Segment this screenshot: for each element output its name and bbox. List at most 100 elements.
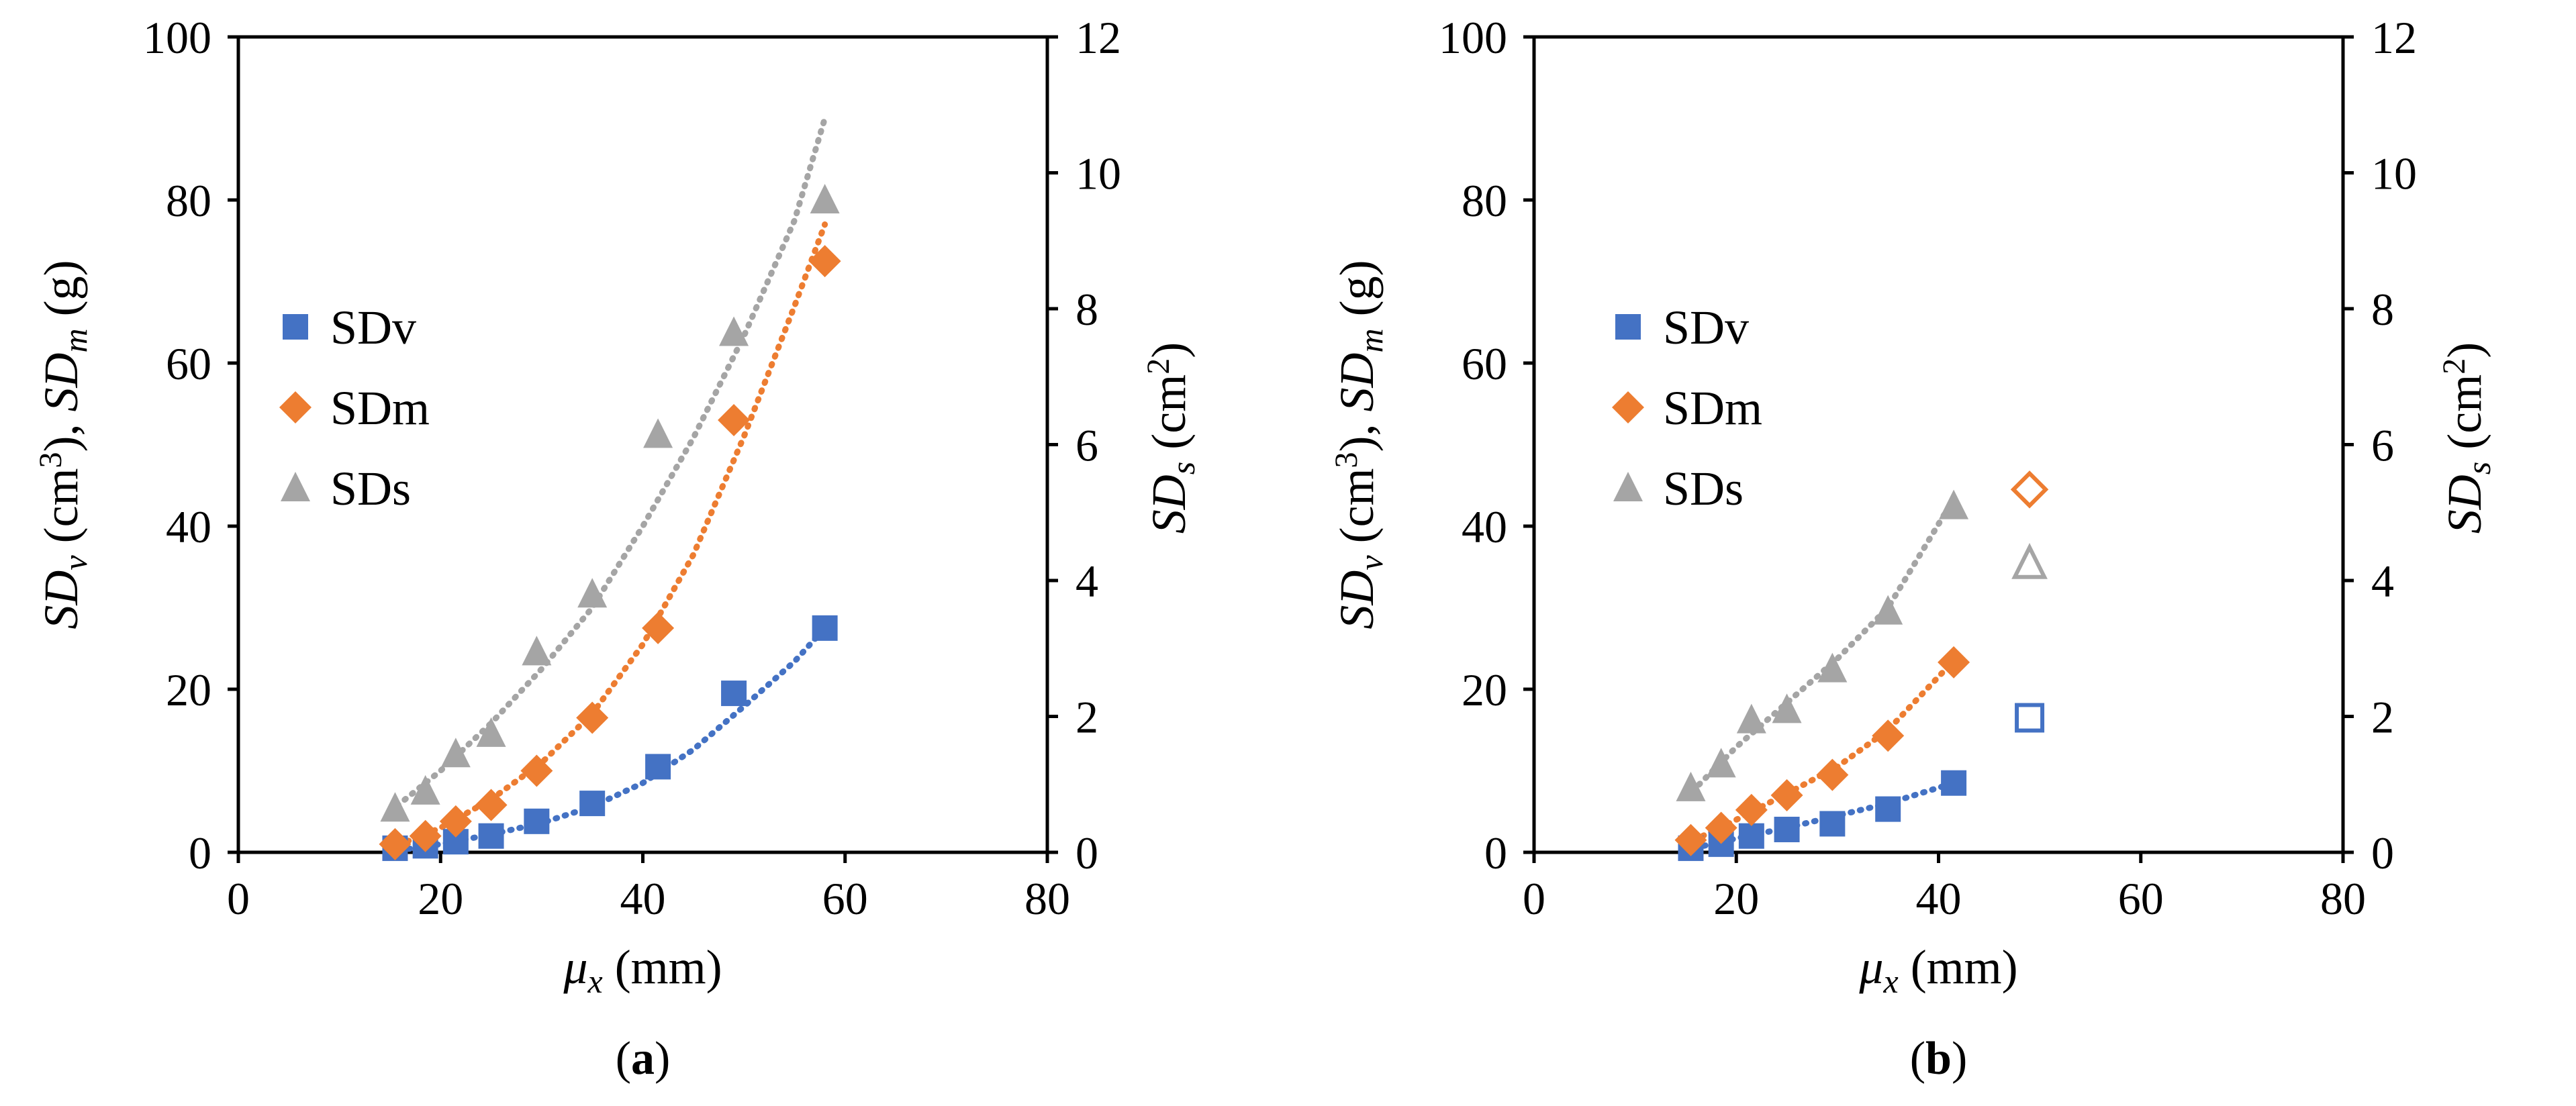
y-right-tick-label: 12 [2371,12,2417,63]
point-sdm [1872,719,1905,752]
point-sdv [1941,770,1967,796]
legend-marker-sdv [283,314,308,340]
x-tick-label: 60 [822,873,868,924]
y-right-tick-label: 10 [2371,148,2417,199]
y-right-tick-label: 6 [1076,420,1098,471]
y-left-axis-label: SDv (cm3), SDm (g) [33,260,94,629]
x-tick-label: 0 [227,873,250,924]
trendline-sds [387,115,828,815]
y-right-axis-label: SDs (cm2) [1141,342,1202,534]
point-sds [643,418,673,448]
point-sds [810,184,840,213]
x-axis-label: μx (mm) [563,940,722,1000]
point-sds [410,774,440,805]
x-tick-label: 20 [1713,873,1759,924]
y-left-tick-label: 0 [1484,827,1507,878]
point-sds [440,738,471,768]
trendline-sdm [387,221,828,852]
x-tick-label: 60 [2118,873,2164,924]
point-sds [1706,748,1736,778]
legend-marker-sdm [1612,391,1644,423]
legend-label-sdv: SDv [330,301,416,354]
plot-area-frame [236,35,1049,854]
legend-marker-sdv [1615,314,1641,340]
point-sdv [1875,796,1901,822]
y-left-tick-label: 100 [1439,12,1507,63]
point-sds [1676,771,1706,801]
point-sdm [1938,646,1970,678]
y-left-tick-label: 0 [189,827,211,878]
point-sdv [645,754,671,780]
x-tick-label: 80 [1024,873,1070,924]
y-left-tick-label: 100 [143,12,211,63]
x-axis-label: μx (mm) [1858,940,2017,1000]
y-right-tick-label: 2 [1076,692,1098,743]
y-right-tick-label: 4 [2371,556,2394,607]
y-right-tick-label: 4 [1076,556,1098,607]
point-sds [522,636,552,666]
y-right-axis-label: SDs (cm2) [2436,342,2497,534]
legend-label-sdv: SDv [1663,301,1749,354]
y-left-axis-label: SDv (cm3), SDm (g) [1329,260,1390,629]
legend-label-sdm: SDm [1663,381,1762,435]
point-sdm [1735,793,1768,826]
point-sds [719,316,749,346]
legend-label-sds: SDs [330,462,411,515]
y-left-tick-label: 20 [1462,664,1507,715]
y-right-tick-label: 10 [1076,148,1121,199]
legend-label-sds: SDs [1663,462,1744,515]
y-left-tick-label: 80 [1462,175,1507,226]
panel-label: (a) [616,1033,671,1085]
point-sdm [520,754,553,787]
point-sdv [721,681,747,707]
y-left-tick-label: 80 [166,175,211,226]
plot-area-frame [1532,35,2345,854]
point-sdm [379,827,412,860]
point-sdm [576,701,609,734]
panel-label: (b) [1910,1033,1968,1085]
point-sds [1939,489,1969,519]
point-sds [1817,652,1848,683]
point-sdm [1770,778,1803,811]
point-sds [380,792,410,822]
point-sdm [439,805,472,838]
point-sdm [1705,811,1737,844]
point-sdm [1674,823,1707,856]
x-tick-label: 80 [2320,873,2366,924]
trendline-sds [1682,496,1957,801]
point-sdm [475,789,508,821]
point-sdm [718,404,751,437]
outlier-point-sdm [2010,470,2049,509]
y-right-tick-label: 8 [2371,284,2394,335]
x-tick-label: 0 [1523,873,1545,924]
y-left-tick-label: 20 [166,664,211,715]
y-right-tick-label: 0 [2371,827,2394,878]
point-sdv [524,808,550,834]
point-sdv [579,791,606,817]
outlier-point-sdv [2015,703,2045,733]
y-right-tick-label: 6 [2371,420,2394,471]
point-sdv [1774,816,1800,842]
y-right-tick-label: 2 [2371,692,2394,743]
y-left-tick-label: 40 [1462,501,1507,552]
legend-marker-sds [1613,472,1643,501]
y-left-tick-label: 40 [166,501,211,552]
legend-marker-sdm [279,391,312,423]
point-sdm [409,819,442,852]
legend-label-sdm: SDm [330,381,430,435]
y-left-tick-label: 60 [166,338,211,389]
point-sds [1873,595,1903,625]
point-sdv [478,823,504,849]
point-sdm [1816,758,1849,791]
y-right-tick-label: 12 [1076,12,1121,63]
point-sdv [1738,823,1764,849]
point-sds [1772,693,1802,723]
y-right-tick-label: 8 [1076,284,1098,335]
legend-marker-sds [281,472,310,501]
point-sdv [1819,811,1846,837]
outlier-point-sds [2011,542,2048,579]
point-sds [476,717,506,747]
